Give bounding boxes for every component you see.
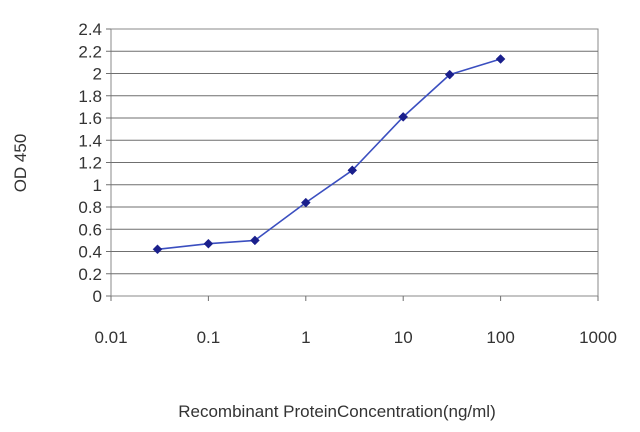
x-tick-label: 1000: [579, 328, 617, 347]
x-axis-ticks: 0.01 0.1 1 10 100 1000: [94, 296, 617, 347]
series-layer: [152, 54, 506, 255]
y-tick-label: 1: [93, 176, 102, 195]
y-tick-label: 1.6: [78, 109, 102, 128]
y-tick-label: 2.2: [78, 42, 102, 61]
data-point-marker: [495, 54, 506, 64]
data-point-marker: [444, 69, 455, 80]
y-tick-label: 0.2: [78, 265, 102, 284]
x-axis-label: Recombinant ProteinConcentration(ng/ml): [178, 402, 496, 421]
y-tick-label: 0.8: [78, 198, 102, 217]
x-tick-label: 0.01: [94, 328, 127, 347]
data-point-marker: [398, 112, 409, 122]
data-point-marker: [250, 235, 260, 246]
data-point-marker: [152, 244, 163, 255]
y-tick-label: 1.8: [78, 87, 102, 106]
data-point-marker: [347, 165, 358, 176]
data-point-marker: [300, 197, 311, 208]
x-tick-label: 10: [394, 328, 413, 347]
y-tick-label: 1.2: [78, 154, 102, 173]
y-tick-label: 2: [93, 65, 102, 84]
y-axis-label: OD 450: [11, 134, 30, 193]
y-tick-label: 0.4: [78, 243, 102, 262]
x-tick-label: 0.1: [197, 328, 221, 347]
y-tick-label: 1.4: [78, 131, 102, 150]
x-tick-label: 100: [486, 328, 514, 347]
y-tick-label: 2.4: [78, 20, 102, 39]
x-tick-label: 1: [301, 328, 310, 347]
y-tick-label: 0: [93, 287, 102, 306]
y-axis-ticks: 0 0.2 0.4 0.6 0.8 1 1.2 1.4 1.6 1.8 2 2.2 2.4: [78, 20, 111, 306]
grid-lines: [111, 50, 598, 275]
y-tick-label: 0.6: [78, 220, 102, 239]
series-line: [157, 58, 501, 251]
data-point-marker: [203, 238, 214, 249]
